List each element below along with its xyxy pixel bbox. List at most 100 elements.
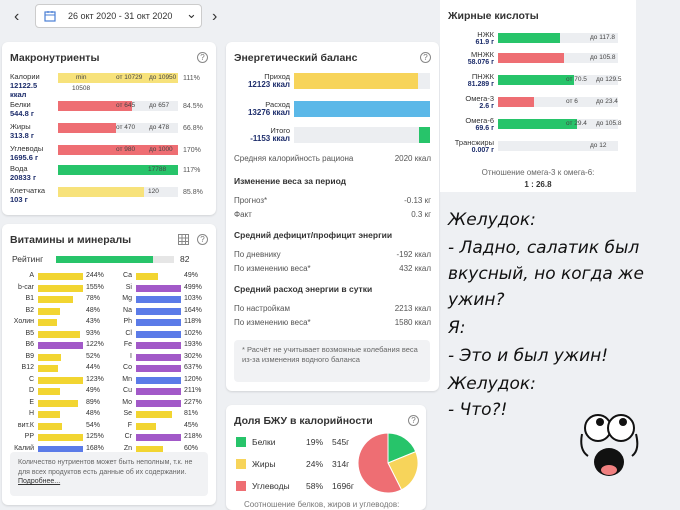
help-icon[interactable]: ? (197, 52, 208, 63)
card-title: Энергетический баланс (234, 52, 358, 64)
vitamin-name: Cu (123, 387, 132, 394)
vitamin-name: A (29, 272, 34, 279)
forecast-value: -0.13 кг (404, 196, 431, 205)
bju-name: Жиры (252, 459, 276, 469)
calendar-icon (44, 11, 56, 22)
vitamin-bar (136, 273, 158, 280)
bju-pie-chart (357, 432, 419, 494)
vitamin-name: F (127, 421, 132, 429)
vitamin-percent: 54% (86, 421, 101, 429)
vitamin-name: PP (24, 433, 34, 440)
vitamin-name: Zn (123, 444, 132, 452)
vitamin-name: I (130, 352, 132, 360)
macro-name: Жиры (10, 122, 31, 131)
vitamin-bar (38, 365, 58, 372)
date-range-selector[interactable]: 26 окт 2020 - 31 окт 2020 ⌄ (35, 4, 202, 28)
diary-value: -192 ккал (396, 250, 431, 259)
vitamin-bar (38, 330, 80, 338)
help-icon[interactable]: ? (197, 234, 208, 245)
energy-bar-label: Приход (264, 72, 290, 81)
grid-view-icon[interactable] (178, 234, 189, 245)
energy-note: * Расчёт не учитывает возможные колебани… (234, 340, 430, 382)
vitamin-bar (136, 353, 181, 361)
vitamin-bar (38, 411, 60, 418)
fat-name: Омега-6 (465, 116, 494, 125)
vitamin-bar (136, 319, 181, 326)
vitamin-name: Калий (14, 444, 34, 452)
more-link[interactable]: Подробнее... (18, 478, 61, 485)
next-period-button[interactable]: › (212, 8, 218, 25)
vitamin-name: Mo (122, 398, 132, 406)
rating-value: 82 (180, 254, 190, 264)
fat-bar (498, 53, 564, 63)
macro-range-to: до 1000 (149, 146, 173, 153)
vitamin-bar (38, 342, 83, 349)
fat-name: Трансжиры (454, 138, 494, 147)
macro-range-to: до 478 (149, 124, 170, 131)
vitamin-bar (38, 399, 78, 407)
vitamin-name: Cr (124, 433, 132, 440)
vitamin-bar (136, 422, 156, 430)
vitamin-name: Mg (122, 295, 132, 302)
vitamin-bar (136, 399, 181, 407)
spend-title: Средний расход энергии в сутки (234, 284, 373, 294)
vitamin-percent: 48% (86, 306, 101, 314)
vitamin-name: B6 (25, 341, 34, 348)
energy-bar-fill (294, 101, 430, 117)
vitamin-bar (136, 388, 181, 395)
macro-min-tick: min (76, 74, 87, 81)
vitamin-percent: 43% (86, 318, 101, 325)
pie-slice (357, 432, 403, 494)
weight-change-value-2: 1580 ккал (394, 318, 431, 327)
vitamin-name: E (29, 398, 34, 406)
fat-from-tick: от 6 (566, 98, 578, 105)
vitamin-bar (38, 376, 83, 384)
macro-range-from: от 645 (116, 102, 136, 109)
omega-ratio-value: 1 : 26.8 (524, 180, 552, 189)
vitamin-name: Ph (123, 318, 132, 325)
bju-swatch (236, 459, 246, 469)
fat-value: 2.6 г (479, 103, 494, 110)
deficit-title: Средний дефицит/профицит энергии (234, 230, 393, 240)
energy-bar-value: 12123 ккал (247, 80, 290, 89)
vitamins-note: Количество нутриентов может быть неполны… (10, 452, 208, 496)
vitamin-percent: 49% (86, 387, 101, 394)
vitamin-name: B5 (25, 329, 34, 337)
vitamins-note-text: Количество нутриентов может быть неполны… (18, 459, 193, 476)
vitamin-percent: 102% (184, 329, 202, 337)
prev-period-button[interactable]: ‹ (14, 8, 20, 25)
macro-name: Вода (10, 164, 28, 173)
vitamin-percent: 89% (86, 398, 101, 406)
fat-track (498, 141, 618, 151)
energy-balance-card: Энергетический баланс ? Приход 12123 ккал… (226, 42, 439, 391)
help-icon[interactable]: ? (420, 52, 431, 63)
macro-range-to: до 657 (149, 102, 170, 109)
vitamin-name: Co (123, 364, 132, 371)
fat-name: НЖК (477, 30, 494, 39)
vitamin-bar (38, 353, 61, 361)
bju-percent: 19% (306, 437, 324, 447)
vitamin-percent: 93% (86, 329, 101, 337)
macro-value: 20833 г (10, 173, 37, 182)
card-title: Макронутриенты (10, 52, 100, 64)
fat-from-tick: от 29.4 (566, 120, 587, 127)
macro-percent: 117% (183, 167, 201, 174)
vitamin-percent: 52% (86, 352, 101, 360)
macro-range-from: от 470 (116, 124, 136, 131)
macro-track (58, 123, 178, 133)
vitamin-name: Fe (123, 341, 132, 348)
vitamin-percent: 45% (184, 421, 199, 429)
weight-change-title: Изменение веса за период (234, 176, 347, 186)
macro-value: 12122.5 ккал (10, 81, 38, 99)
energy-bar-fill (419, 127, 430, 143)
vitamin-bar (38, 434, 83, 441)
avg-calories-value: 2020 ккал (394, 154, 431, 163)
fat-to-tick: до 105.8 (590, 54, 616, 61)
date-range-text: 26 окт 2020 - 31 окт 2020 (68, 11, 173, 21)
bju-grams: 314г (332, 459, 350, 469)
vitamin-bar (38, 273, 83, 280)
help-icon[interactable]: ? (408, 415, 419, 426)
vitamin-percent: 302% (184, 352, 202, 360)
omega-ratio-label: Отношение омега-3 к омега-6: (481, 168, 595, 177)
fat-value: 81.289 г (467, 81, 494, 88)
